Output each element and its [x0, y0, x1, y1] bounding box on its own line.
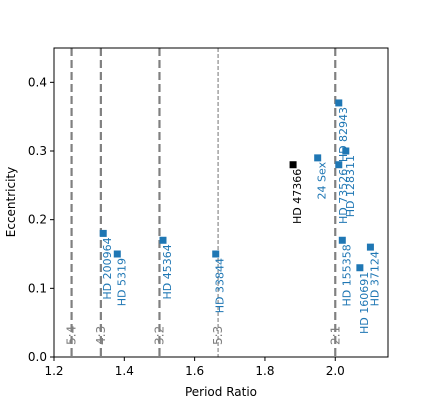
point-label-hd-5319: HD 5319	[115, 258, 128, 306]
point-label-hd-155358: HD 155358	[340, 244, 353, 306]
data-point-hd-155358	[338, 236, 346, 244]
data-points	[99, 99, 374, 272]
x-tick-label: 1.8	[255, 364, 274, 378]
data-point-hd-82943	[335, 99, 343, 107]
resonance-lines: 5:4 4:3 3:2 5:3 2:1	[65, 48, 342, 357]
resonance-label-5-4: 5:4	[65, 326, 79, 345]
point-label-hd-82943: HD 82943	[337, 107, 350, 162]
x-axis-label: Period Ratio	[185, 385, 257, 399]
resonance-label-3-2: 3:2	[152, 326, 166, 345]
y-tick-label: 0.2	[28, 213, 47, 227]
y-tick-label: 0.0	[28, 350, 47, 364]
data-point-24-sex	[314, 154, 322, 162]
data-point-hd-33844	[212, 250, 220, 258]
x-tick-label: 2.0	[326, 364, 345, 378]
y-tick-label: 0.1	[28, 281, 47, 295]
x-axis-ticks: 1.2 1.4 1.6 1.8 2.0	[44, 357, 345, 378]
resonance-label-5-3: 5:3	[211, 326, 225, 345]
point-label-hd-73526: HD 73526	[337, 169, 350, 224]
x-tick-label: 1.6	[185, 364, 204, 378]
y-tick-label: 0.4	[28, 75, 47, 89]
resonance-label-4-3: 4:3	[94, 326, 108, 345]
data-point-hd-45364	[159, 236, 167, 244]
data-point-hd-160691	[356, 264, 364, 272]
plot-area-frame	[53, 47, 389, 358]
y-tick-label: 0.3	[28, 144, 47, 158]
y-axis-ticks: 0.0 0.1 0.2 0.3 0.4	[28, 75, 54, 364]
data-point-hd-73526	[335, 161, 343, 169]
point-label-hd-128311: HD 128311	[344, 155, 357, 217]
y-axis-label: Eccentricity	[4, 167, 18, 237]
point-label-hd-160691: HD 160691	[358, 272, 371, 334]
resonance-label-2-1: 2:1	[328, 326, 342, 345]
point-label-hd-37124: HD 37124	[368, 251, 381, 306]
x-tick-label: 1.2	[44, 364, 63, 378]
x-tick-label: 1.4	[115, 364, 134, 378]
point-label-hd-33844: HD 33844	[214, 258, 227, 313]
point-label-hd-45364: HD 45364	[161, 244, 174, 299]
data-point-hd-37124	[366, 243, 374, 251]
point-label-hd-47366: HD 47366	[291, 169, 304, 224]
data-point-hd-200964	[99, 229, 107, 237]
point-label-24-sex: 24 Sex	[316, 161, 329, 199]
data-point-hd-5319	[113, 250, 121, 258]
point-labels: HD 200964 HD 5319 HD 45364 HD 33844 HD 47366…	[101, 107, 381, 334]
data-point-hd-47366	[289, 161, 297, 169]
data-point-hd-128311	[342, 147, 350, 155]
point-label-hd-200964: HD 200964	[101, 237, 114, 299]
